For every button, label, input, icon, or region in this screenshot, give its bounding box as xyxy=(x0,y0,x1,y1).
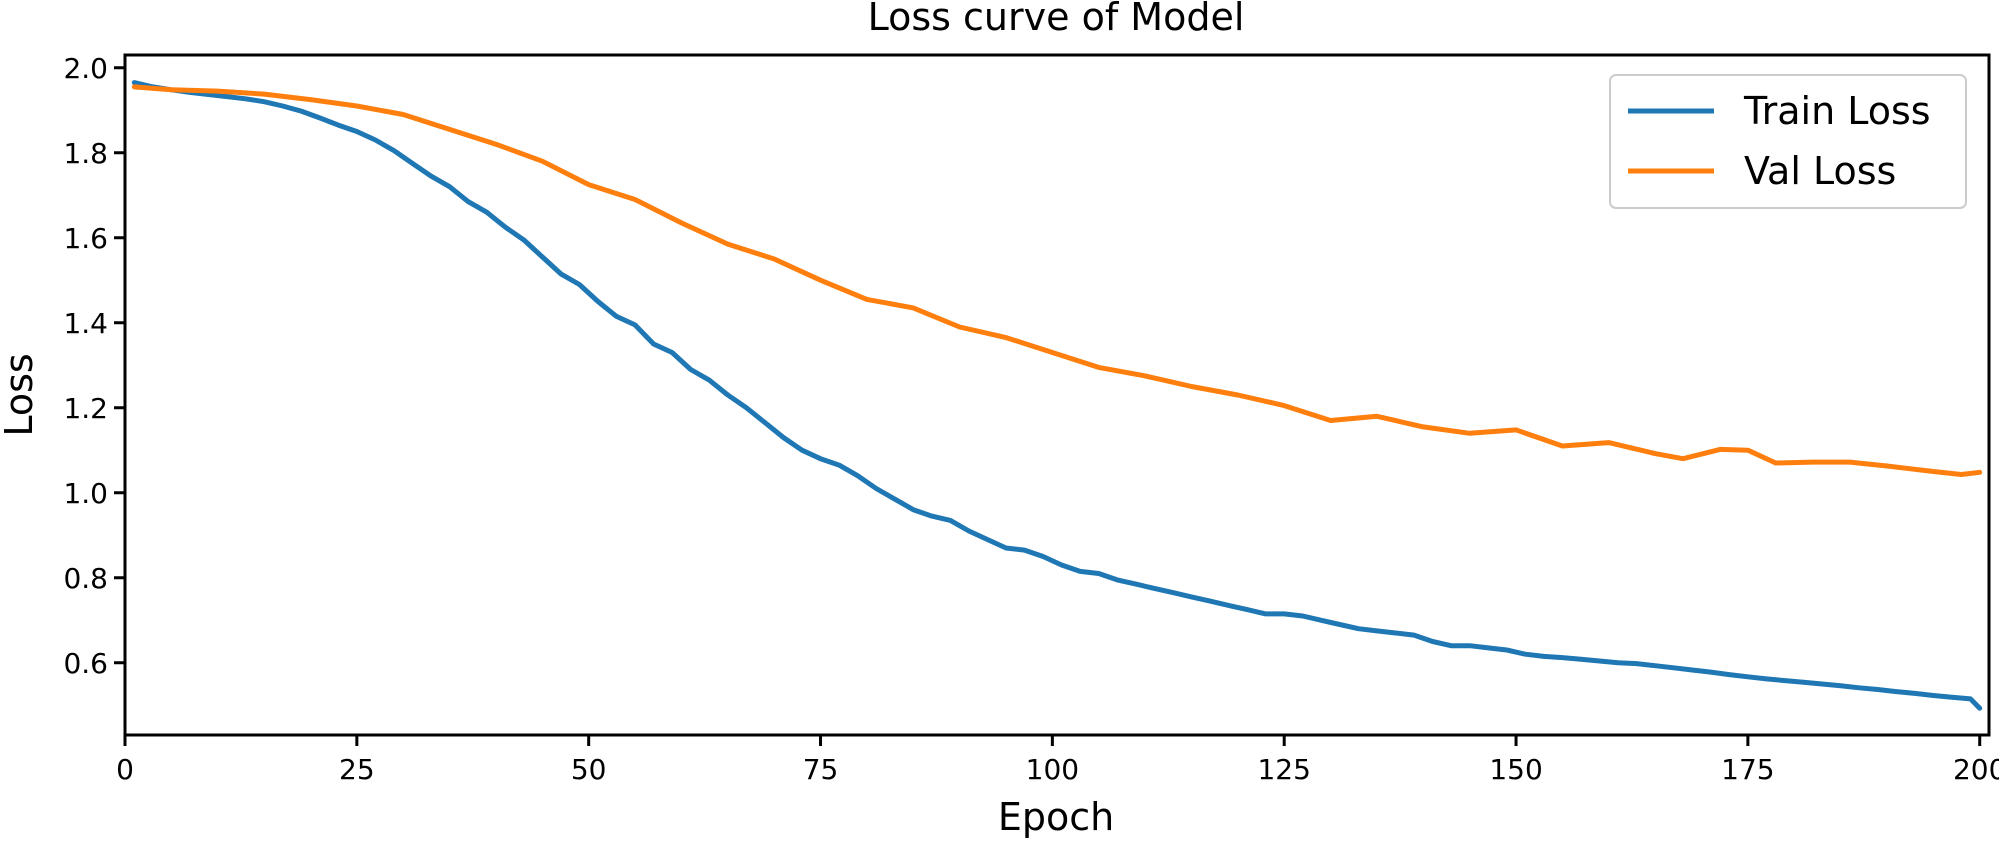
legend: Train Loss Val Loss xyxy=(1609,74,1967,209)
chart-title: Loss curve of Model xyxy=(868,0,1245,39)
x-tick-label: 100 xyxy=(1026,753,1079,786)
x-axis-title: Epoch xyxy=(998,795,1114,839)
legend-label-val-loss: Val Loss xyxy=(1744,149,1896,193)
x-tick-label: 150 xyxy=(1489,753,1542,786)
y-tick-label: 1.4 xyxy=(63,307,108,340)
x-tick-label: 125 xyxy=(1257,753,1310,786)
y-tick-label: 0.6 xyxy=(63,647,108,680)
x-tick-label: 0 xyxy=(116,753,134,786)
x-tick-label: 25 xyxy=(339,753,375,786)
plot-frame xyxy=(123,53,1991,737)
y-tick-label: 1.8 xyxy=(63,137,108,170)
y-tick-label: 2.0 xyxy=(63,52,108,85)
x-tick-label: 75 xyxy=(803,753,839,786)
y-tick-label: 1.0 xyxy=(63,477,108,510)
series-line-train-loss xyxy=(131,80,1983,711)
y-tick-label: 0.8 xyxy=(63,562,108,595)
series-line-val-loss xyxy=(131,84,1983,477)
x-tick-label: 50 xyxy=(571,753,607,786)
y-tick-label: 1.2 xyxy=(63,392,108,425)
y-axis: 0.6 0.8 1.0 1.2 1.4 1.6 1.8 2.0 xyxy=(63,52,125,680)
y-axis-title: Loss xyxy=(0,353,41,436)
plot-area xyxy=(131,80,1983,711)
x-tick-label: 175 xyxy=(1721,753,1774,786)
legend-box xyxy=(1609,74,1967,209)
legend-label-train-loss: Train Loss xyxy=(1743,89,1931,133)
y-tick-label: 1.6 xyxy=(63,222,108,255)
x-axis: 0 25 50 75 100 125 150 175 200 xyxy=(116,735,1999,786)
x-tick-label: 200 xyxy=(1953,753,1999,786)
